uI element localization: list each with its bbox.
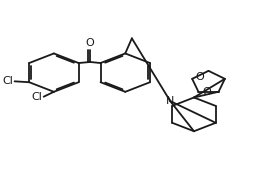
Text: O: O <box>195 72 204 82</box>
Text: Cl: Cl <box>2 76 13 86</box>
Text: O: O <box>86 38 94 48</box>
Text: Cl: Cl <box>32 92 42 102</box>
Text: N: N <box>166 96 174 106</box>
Text: O: O <box>202 87 211 97</box>
